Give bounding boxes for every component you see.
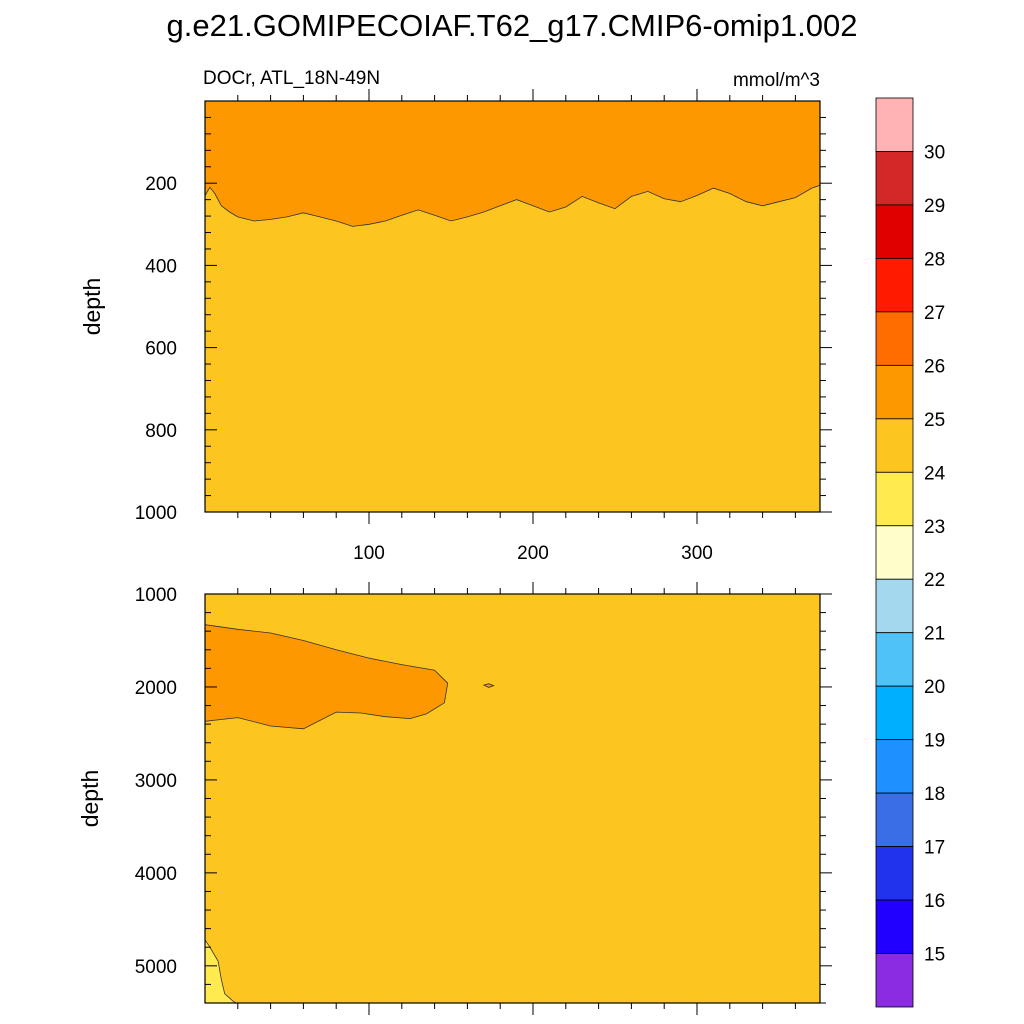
y-tick-label: 5000: [135, 957, 177, 978]
y-tick-label: 200: [145, 174, 177, 195]
variable-label: DOCr, ATL_18N-49N: [203, 68, 380, 89]
colorbar-label: 29: [924, 196, 945, 217]
colorbar-swatch: [875, 525, 914, 580]
colorbar-swatch: [875, 97, 914, 152]
colorbar-label: 19: [924, 731, 945, 752]
colorbar-label: 22: [924, 570, 945, 591]
nadw-tongue-25-26: [204, 624, 449, 730]
y-tick-label: 600: [145, 339, 177, 360]
chart-title: g.e21.GOMIPECOIAF.T62_g17.CMIP6-omip1.00…: [167, 8, 858, 43]
x-tick-label: 100: [353, 543, 385, 564]
y-tick-label: 400: [145, 256, 177, 277]
colorbar-label: 15: [924, 945, 945, 966]
y-tick-label: 4000: [135, 864, 177, 885]
colorbar-swatch: [875, 311, 914, 366]
colorbar-label: 21: [924, 624, 945, 645]
colorbar-swatch: [875, 792, 914, 847]
colorbar-swatch: [875, 953, 914, 1008]
y-tick-label: 800: [145, 421, 177, 442]
colorbar-swatch: [875, 471, 914, 527]
colorbar-label: 30: [924, 142, 945, 163]
colorbar-label: 28: [924, 249, 945, 270]
colorbar-swatch: [875, 364, 914, 420]
colorbar-label: 16: [924, 891, 945, 912]
y-axis-label: depth: [79, 278, 105, 336]
colorbar-swatch: [875, 899, 914, 954]
small-patch-25-26: [482, 683, 495, 688]
colorbar-label: 18: [924, 784, 945, 805]
y-axis-label: depth: [77, 770, 103, 828]
y-tick-label: 3000: [135, 771, 177, 792]
colorbar-swatch: [875, 685, 914, 741]
y-tick-label: 1000: [135, 503, 177, 524]
x-tick-label: 200: [517, 543, 549, 564]
x-tick-label: 300: [681, 543, 713, 564]
colorbar-swatch: [875, 846, 914, 901]
colorbar-label: 17: [924, 838, 945, 859]
y-tick-label: 1000: [135, 585, 177, 606]
colorbar: 15 16 17 18 19 20 21 22 23 24 25 26 27 28 29 30: [875, 97, 946, 1008]
colorbar-label: 25: [924, 410, 945, 431]
y-tick-label: 2000: [135, 678, 177, 699]
colorbar-swatch: [875, 632, 914, 687]
plot-frame: [204, 100, 821, 513]
colorbar-swatch: [875, 151, 914, 206]
colorbar-swatch: [875, 739, 914, 794]
upper-panel: 200 400 600 800 1000 100 200 300 depth: [79, 89, 832, 564]
lower-panel: 1000 2000 3000 4000 5000 depth: [77, 582, 832, 1015]
colorbar-label: 27: [924, 303, 945, 324]
colorbar-label: 24: [924, 463, 946, 484]
colorbar-label: 26: [924, 356, 945, 377]
colorbar-swatch: [875, 418, 914, 473]
colorbar-swatch: [875, 258, 914, 313]
colorbar-swatch: [875, 578, 914, 634]
colorbar-label: 23: [924, 517, 945, 538]
units-label: mmol/m^3: [733, 70, 820, 91]
upper-layer-25-26: [204, 100, 821, 227]
colorbar-label: 20: [924, 677, 945, 698]
colorbar-swatch: [875, 204, 914, 259]
